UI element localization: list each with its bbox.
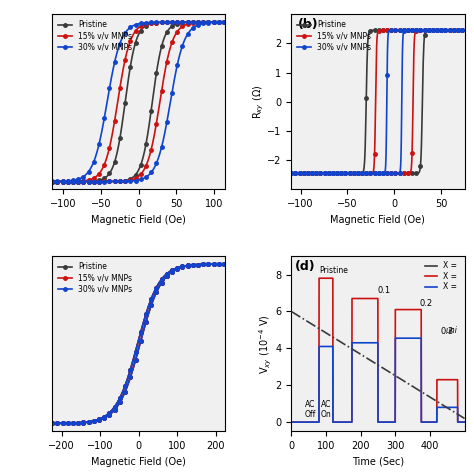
Y-axis label: V$_{xy}$ (10$^{-4}$ V): V$_{xy}$ (10$^{-4}$ V) [258, 314, 274, 374]
Text: 0.1: 0.1 [377, 286, 390, 295]
Legend: Pristine, 15% v/v MNPs, 30% v/v MNPs: Pristine, 15% v/v MNPs, 30% v/v MNPs [56, 260, 135, 296]
Text: uni: uni [446, 326, 457, 335]
X-axis label: Time (Sec): Time (Sec) [352, 456, 404, 466]
X-axis label: Magnetic Field (Oe): Magnetic Field (Oe) [91, 456, 186, 466]
Text: 0.3: 0.3 [440, 327, 454, 336]
Legend: Pristine, 15% v/v MNPs, 30% v/v MNPs: Pristine, 15% v/v MNPs, 30% v/v MNPs [295, 18, 374, 54]
X-axis label: Magnetic Field (Oe): Magnetic Field (Oe) [91, 215, 186, 225]
Text: (d): (d) [295, 260, 315, 273]
Y-axis label: R$_{xy}$ (Ω): R$_{xy}$ (Ω) [251, 84, 266, 119]
Legend: X = , X = , X = : X = , X = , X = [424, 260, 461, 293]
Text: 0.2: 0.2 [419, 299, 433, 308]
Text: (b): (b) [298, 18, 319, 31]
Legend: Pristine, 15% v/v MNPs, 30% v/v MNPs: Pristine, 15% v/v MNPs, 30% v/v MNPs [56, 18, 135, 54]
Text: AC
On: AC On [320, 400, 331, 419]
X-axis label: Magnetic Field (Oe): Magnetic Field (Oe) [330, 215, 425, 225]
Text: Pristine: Pristine [319, 266, 348, 275]
Text: AC
Off: AC Off [305, 400, 316, 419]
